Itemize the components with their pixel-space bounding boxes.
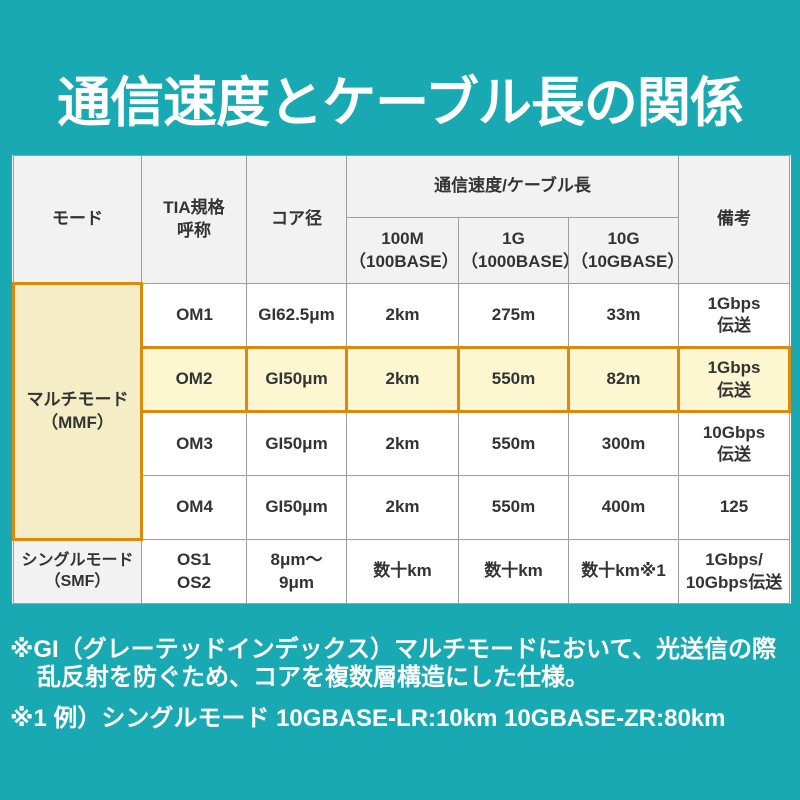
speed-cable-table-container: モード TIA規格 呼称 コア径 通信速度/ケーブル長 備考 100M （100… [12, 155, 792, 604]
cell-om3-1g: 550m [458, 411, 569, 476]
cell-om2-remarks-line2: 伝送 [717, 380, 752, 400]
header-100m-line1: 100M [381, 229, 424, 249]
cell-os-100m: 数十km [346, 539, 459, 604]
single-mode-line1: シングルモード [21, 552, 134, 570]
footnote-gi-line1: ※GI（グレーテッドインデックス）マルチモードにおいて、光送信の際 [10, 636, 777, 663]
cell-om1-1g: 275m [458, 283, 569, 348]
cell-om4-tia: OM4 [141, 475, 247, 540]
header-remarks: 備考 [678, 155, 791, 284]
cell-mode-multi: マルチモード （MMF） [12, 282, 143, 541]
cell-om3-10g: 300m [567, 411, 680, 476]
cell-om2-remarks: 1Gbps 伝送 [677, 346, 792, 413]
cell-os-tia-line1: OS1 [176, 550, 212, 570]
cell-os-10g: 数十km※1 [567, 539, 680, 604]
cell-om1-core: GI62.5μm [246, 283, 347, 348]
header-10g-line1: 10G [607, 229, 640, 249]
cell-om3-remarks-line2: 伝送 [717, 445, 752, 464]
header-speed-group: 通信速度/ケーブル長 [345, 155, 680, 218]
header-row-1: モード TIA規格 呼称 コア径 通信速度/ケーブル長 備考 [13, 155, 791, 284]
header-mode: モード [13, 155, 142, 284]
header-row-2: 100M （100BASE） 1G （1000BASE） 10G （10GBAS… [14, 217, 790, 284]
cell-om2-tia: OM2 [140, 346, 248, 413]
table-row-om3: OM3 GI50μm 2km 550m 300m 10Gbps 伝送 [14, 411, 791, 476]
footnote-example: ※1 例）シングルモード 10GBASE-LR:10km 10GBASE-ZR:… [10, 704, 726, 732]
cell-om2-1g: 550m [457, 346, 570, 413]
header-tia: TIA規格 呼称 [141, 155, 247, 284]
header-1g: 1G （1000BASE） [458, 217, 569, 284]
header-1g-line2: （1000BASE） [461, 251, 569, 271]
cell-om1-remarks-line1: 1Gbps [707, 293, 761, 313]
cell-os-tia-line2: OS2 [176, 572, 212, 592]
cell-om3-tia: OM3 [141, 411, 247, 476]
header-10g-line2: （10GBASE） [571, 251, 679, 271]
table-row-single-mode: シングルモード （SMF） OS1 OS2 8μm～ 9μm 数十km 数十km… [13, 539, 791, 604]
cell-om3-remarks: 10Gbps 伝送 [678, 411, 791, 476]
cell-om1-remarks: 1Gbps 伝送 [678, 283, 791, 348]
cell-om2-core: GI50μm [245, 346, 348, 413]
header-100m: 100M （100BASE） [346, 217, 459, 284]
cell-os-remarks-line1: 1Gbps/ [705, 550, 763, 570]
cell-om4-remarks: 125 [678, 475, 791, 540]
header-100m-line2: （100BASE） [349, 251, 459, 271]
header-core: コア径 [246, 155, 347, 284]
cell-om4-10g: 400m [567, 475, 680, 540]
cell-om4-core: GI50μm [246, 475, 347, 540]
single-mode-line2: （SMF） [44, 573, 111, 590]
header-tia-line2: 呼称 [177, 220, 211, 240]
cell-om3-core: GI50μm [246, 411, 347, 476]
cell-om3-remarks-line1: 10Gbps [702, 422, 766, 442]
cell-os-1g: 数十km [458, 539, 569, 604]
header-1g-line1: 1G [502, 229, 525, 249]
cell-os-core-line2: 9μm [279, 572, 314, 592]
footnotes: ※GI（グレーテッドインデックス）マルチモードにおいて、光送信の際 乱反射を防ぐ… [10, 636, 790, 732]
cell-om1-remarks-line2: 伝送 [717, 316, 752, 335]
footnote-gi-line2: 乱反射を防ぐため、コアを複数層構造にした仕様。 [37, 663, 589, 691]
cell-os-remarks: 1Gbps/ 10Gbps伝送 [678, 539, 791, 604]
cell-om2-remarks-line1: 1Gbps [707, 358, 761, 378]
cell-om1-100m: 2km [346, 283, 459, 348]
cell-os-core-line1: 8μm～ [270, 550, 323, 570]
header-tia-line1: TIA規格 [163, 198, 225, 218]
cell-om3-100m: 2km [346, 411, 459, 476]
cell-mode-single: シングルモード （SMF） [13, 539, 142, 604]
header-10g: 10G （10GBASE） [567, 217, 680, 284]
table-row-om1: マルチモード （MMF） OM1 GI62.5μm 2km 275m 33m 1… [12, 282, 791, 541]
cell-om4-100m: 2km [346, 475, 459, 540]
page-title: 通信速度とケーブル長の関係 [57, 73, 744, 133]
table-row-om2-highlighted: OM2 GI50μm 2km 550m 82m 1Gbps 伝送 [14, 346, 792, 413]
multi-mode-line2: （MMF） [41, 412, 114, 432]
cell-om1-10g: 33m [567, 283, 680, 348]
multi-mode-line1: マルチモード [26, 390, 129, 410]
cell-om1-tia: OM1 [141, 283, 247, 348]
cell-om2-100m: 2km [345, 346, 460, 413]
cell-os-tia: OS1 OS2 [141, 539, 247, 604]
cell-os-core: 8μm～ 9μm [246, 539, 347, 604]
cell-om2-10g: 82m [566, 346, 681, 413]
cell-os-remarks-line2: 10Gbps伝送 [685, 572, 783, 592]
table-row-om4: OM4 GI50μm 2km 550m 400m 125 [14, 475, 791, 540]
speed-cable-table: モード TIA規格 呼称 コア径 通信速度/ケーブル長 備考 100M （100… [12, 155, 792, 604]
cell-om4-1g: 550m [458, 475, 569, 540]
